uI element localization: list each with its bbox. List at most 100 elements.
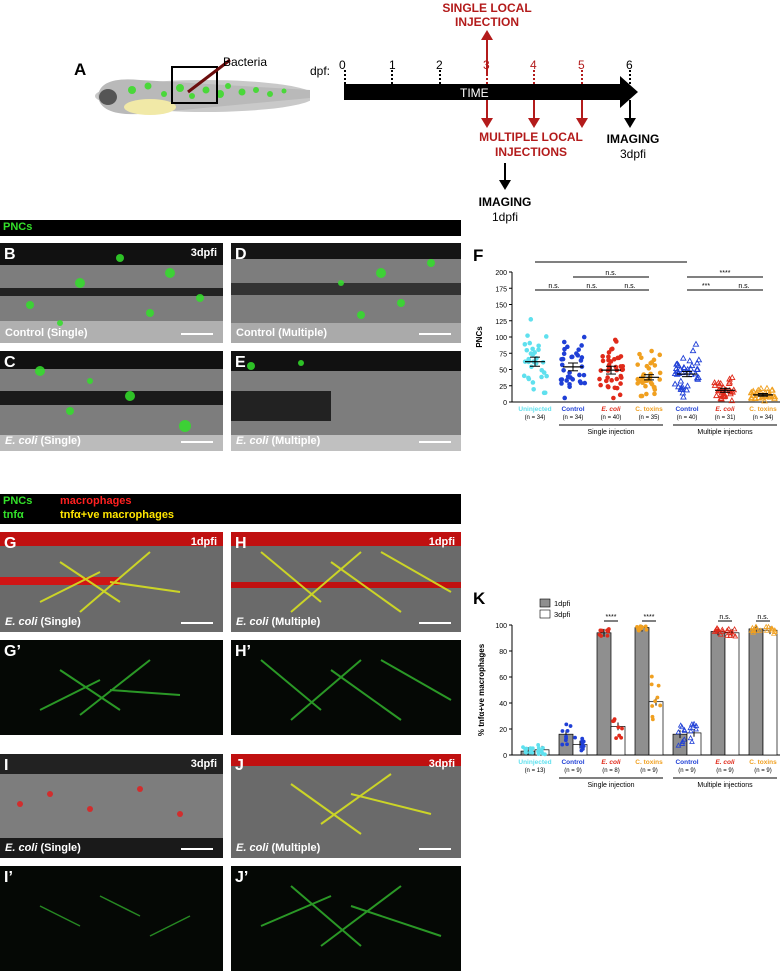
y-tick-label: 100 (495, 623, 507, 630)
data-point (598, 628, 603, 633)
imaging-1dpfi: IMAGING 1dpfi (478, 195, 532, 224)
data-point (731, 626, 738, 632)
data-point (575, 353, 581, 358)
data-point (577, 372, 582, 378)
data-point (650, 704, 655, 708)
data-point (714, 628, 720, 634)
scale-bar (419, 622, 451, 624)
data-point (536, 343, 541, 349)
data-point (616, 725, 621, 730)
data-point (598, 382, 603, 388)
tnfa-legend: tnfα (3, 509, 24, 521)
y-tick-label: 25 (499, 384, 507, 391)
data-point (525, 333, 530, 338)
data-point (600, 358, 606, 364)
data-point (681, 736, 688, 742)
data-point (530, 346, 535, 352)
data-point (649, 674, 654, 679)
day-5: 5 (578, 58, 585, 72)
data-point (763, 384, 771, 391)
micrograph-h: H 1dpfi E. coli (Multiple) (231, 532, 461, 632)
data-point (753, 624, 760, 630)
micrograph-g-prime: G’ (0, 640, 223, 735)
category-label: Uninjected (518, 759, 551, 766)
y-tick-label: 150 (495, 303, 507, 310)
data-point (567, 381, 572, 387)
data-point (561, 339, 567, 345)
category-label: C. toxins (749, 406, 777, 413)
data-point (771, 393, 779, 400)
data-point (581, 334, 587, 340)
data-point (564, 722, 569, 727)
data-point (580, 739, 584, 744)
data-point (655, 695, 660, 700)
data-point (757, 627, 764, 633)
data-point (748, 395, 755, 402)
micrograph-b: B 3dpfi Control (Single) (0, 243, 223, 343)
data-point (635, 362, 640, 367)
category-label: E. coli (715, 406, 734, 413)
data-point (653, 699, 658, 704)
data-point (695, 356, 703, 363)
significance-label: n.s. (586, 283, 597, 290)
data-point (526, 375, 531, 381)
data-point (649, 348, 654, 354)
data-point (644, 363, 650, 369)
data-point (524, 748, 528, 753)
data-point (611, 719, 615, 724)
group-label: Single injection (587, 429, 634, 436)
day-6: 6 (626, 58, 633, 72)
y-tick-label: 100 (495, 335, 507, 342)
data-point (603, 378, 609, 384)
data-point (582, 380, 588, 386)
data-point (687, 734, 694, 741)
data-point (578, 380, 584, 386)
data-point (719, 626, 726, 632)
panel-label-k: K (473, 589, 486, 608)
n-label: (n = 9) (754, 768, 772, 774)
data-point (673, 367, 681, 374)
data-point (536, 743, 541, 747)
category-label: Control (675, 406, 698, 413)
data-point (561, 351, 567, 357)
micrograph-j: J 3dpfi E. coli (Multiple) (231, 754, 461, 858)
data-point (567, 370, 572, 375)
data-point (728, 374, 736, 380)
data-point (651, 385, 657, 390)
day-4: 4 (530, 58, 537, 72)
n-label: (n = 34) (525, 415, 546, 421)
group-label: Multiple injections (697, 429, 753, 436)
data-point (606, 357, 611, 363)
data-point (694, 365, 702, 372)
data-point (689, 347, 697, 354)
data-point (724, 627, 731, 633)
data-point (729, 629, 735, 635)
day-ticks: 0 1 2 3 4 5 6 (339, 58, 659, 72)
group-label: Single injection (587, 782, 634, 789)
data-point (754, 386, 762, 393)
time-label: TIME (460, 86, 489, 100)
data-point (560, 356, 566, 362)
data-point (559, 381, 564, 386)
pncs-header-bar: PNCs (0, 220, 461, 236)
data-point (677, 722, 684, 728)
data-point (544, 373, 549, 379)
y-tick-label: 50 (499, 368, 507, 375)
scale-bar (181, 333, 213, 335)
data-point (637, 351, 642, 357)
data-point (751, 394, 759, 401)
significance-label: n.s. (719, 614, 730, 621)
significance-label: n.s. (757, 614, 768, 621)
data-point (755, 394, 763, 401)
data-point (689, 721, 695, 727)
data-point (541, 370, 547, 375)
data-point (711, 379, 718, 386)
y-tick-label: 0 (503, 400, 507, 407)
macrophages-legend: macrophages (60, 495, 132, 507)
data-point (524, 347, 530, 353)
data-point (721, 392, 729, 399)
data-point (730, 386, 738, 393)
y-tick-label: 200 (495, 270, 507, 277)
data-point (559, 362, 565, 368)
data-point (693, 359, 701, 366)
